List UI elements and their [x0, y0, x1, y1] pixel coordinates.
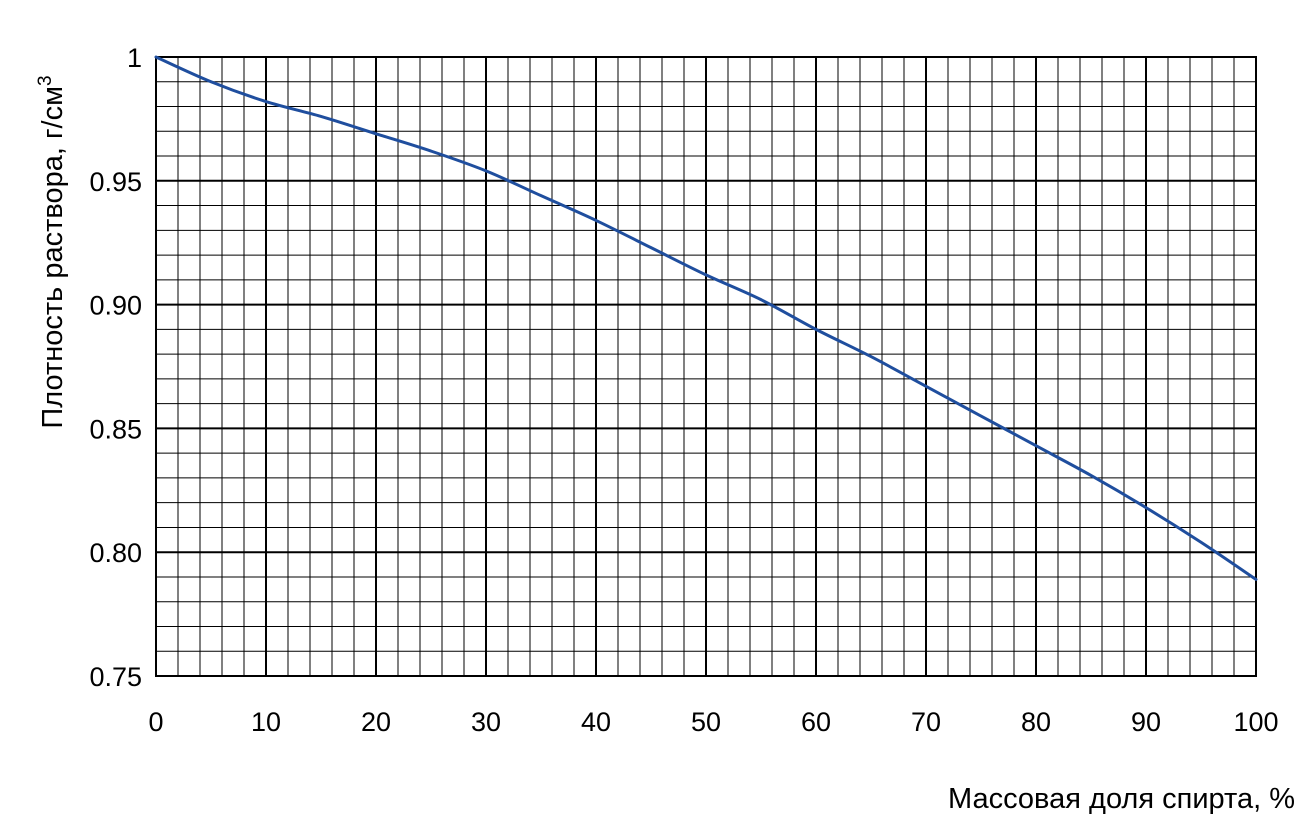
x-tick-label: 40 [581, 707, 611, 737]
x-tick-label: 60 [801, 707, 831, 737]
x-tick-label: 90 [1131, 707, 1161, 737]
major-grid [155, 56, 1257, 677]
x-tick-label: 70 [911, 707, 941, 737]
plot-frame [155, 56, 1257, 677]
y-tick-label: 0.85 [89, 414, 142, 444]
y-axis-label-superscript: 3 [35, 75, 56, 86]
x-tick-label: 10 [251, 707, 281, 737]
x-tick-label: 0 [148, 707, 163, 737]
y-axis-label-text: Плотность раствора, г/см [37, 86, 69, 429]
x-tick-label: 80 [1021, 707, 1051, 737]
y-tick-label: 0.95 [89, 167, 142, 197]
y-tick-label: 1 [127, 43, 142, 73]
series-line-density [154, 55, 1258, 581]
y-axis-label: Плотность раствора, г/см3 [35, 75, 69, 428]
y-tick-label: 0.75 [89, 662, 142, 692]
x-axis-label: Массовая доля спирта, % [948, 783, 1295, 815]
y-tick-label: 0.90 [89, 291, 142, 321]
x-tick-labels: 0 10 20 30 40 50 60 70 80 90 100 [148, 707, 1278, 737]
x-tick-label: 20 [361, 707, 391, 737]
x-tick-label: 30 [471, 707, 501, 737]
y-tick-label: 0.80 [89, 538, 142, 568]
x-tick-label: 100 [1233, 707, 1278, 737]
y-tick-labels: 0.75 0.80 0.85 0.90 0.95 1 [89, 43, 142, 692]
x-tick-label: 50 [691, 707, 721, 737]
